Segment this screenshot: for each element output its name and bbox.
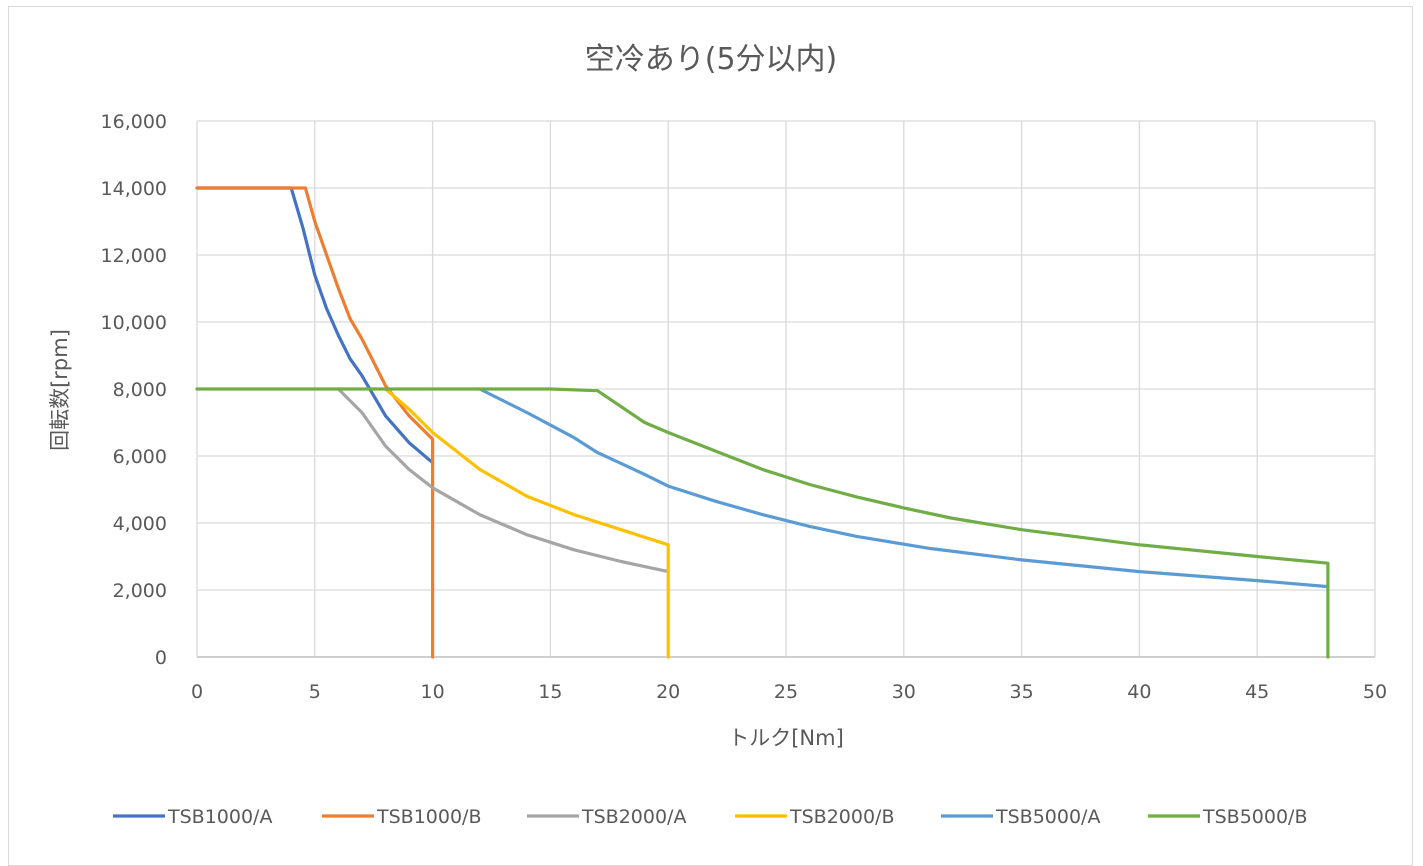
legend-label-tsb5000-a: TSB5000/A [995,806,1100,828]
x-tick-label: 15 [538,681,562,703]
y-tick-label: 8,000 [113,379,167,401]
y-tick-label: 14,000 [101,178,167,200]
series-lines [195,186,1330,659]
y-tick-label: 10,000 [101,312,167,334]
y-axis-title: 回転数[rpm] [48,329,72,451]
y-tick-label: 16,000 [101,111,167,133]
x-tick-label: 25 [774,681,798,703]
x-tick-label: 5 [309,681,321,703]
x-tick-label: 10 [421,681,445,703]
x-tick-label: 45 [1245,681,1269,703]
x-tick-label: 35 [1010,681,1034,703]
legend-label-tsb1000-b: TSB1000/B [376,806,482,828]
legend: TSB1000/A TSB1000/B TSB2000/A TSB2000/B TSB5… [113,806,1308,828]
x-tick-label: 40 [1127,681,1151,703]
x-tick-label: 50 [1363,681,1387,703]
y-tick-label: 4,000 [113,513,167,535]
series-line-tsb1000-b [195,186,435,659]
x-tick-label: 30 [892,681,916,703]
series-line-tsb1000-a [195,186,435,465]
legend-label-tsb2000-b: TSB2000/B [789,806,895,828]
x-tick-label: 0 [191,681,203,703]
legend-label-tsb5000-b: TSB5000/B [1202,806,1308,828]
axes: 0 2,000 4,000 6,000 8,000 10,000 12,000 14,000 1… [101,111,1388,703]
series-line-tsb5000-b [195,387,1330,659]
series-line-tsb2000-b [383,387,670,659]
y-tick-label: 0 [155,647,167,669]
y-tick-label: 6,000 [113,446,167,468]
legend-label-tsb2000-a: TSB2000/A [581,806,686,828]
x-axis-title: トルク[Nm] [728,726,844,750]
y-tick-label: 12,000 [101,245,167,267]
series-line-tsb5000-a [478,387,1330,589]
chart-title: 空冷あり(5分以内) [585,42,838,77]
y-tick-label: 2,000 [113,580,167,602]
series-line-tsb2000-a [336,387,670,574]
x-tick-label: 20 [656,681,680,703]
legend-label-tsb1000-a: TSB1000/A [167,806,272,828]
chart-frame [8,6,1413,866]
